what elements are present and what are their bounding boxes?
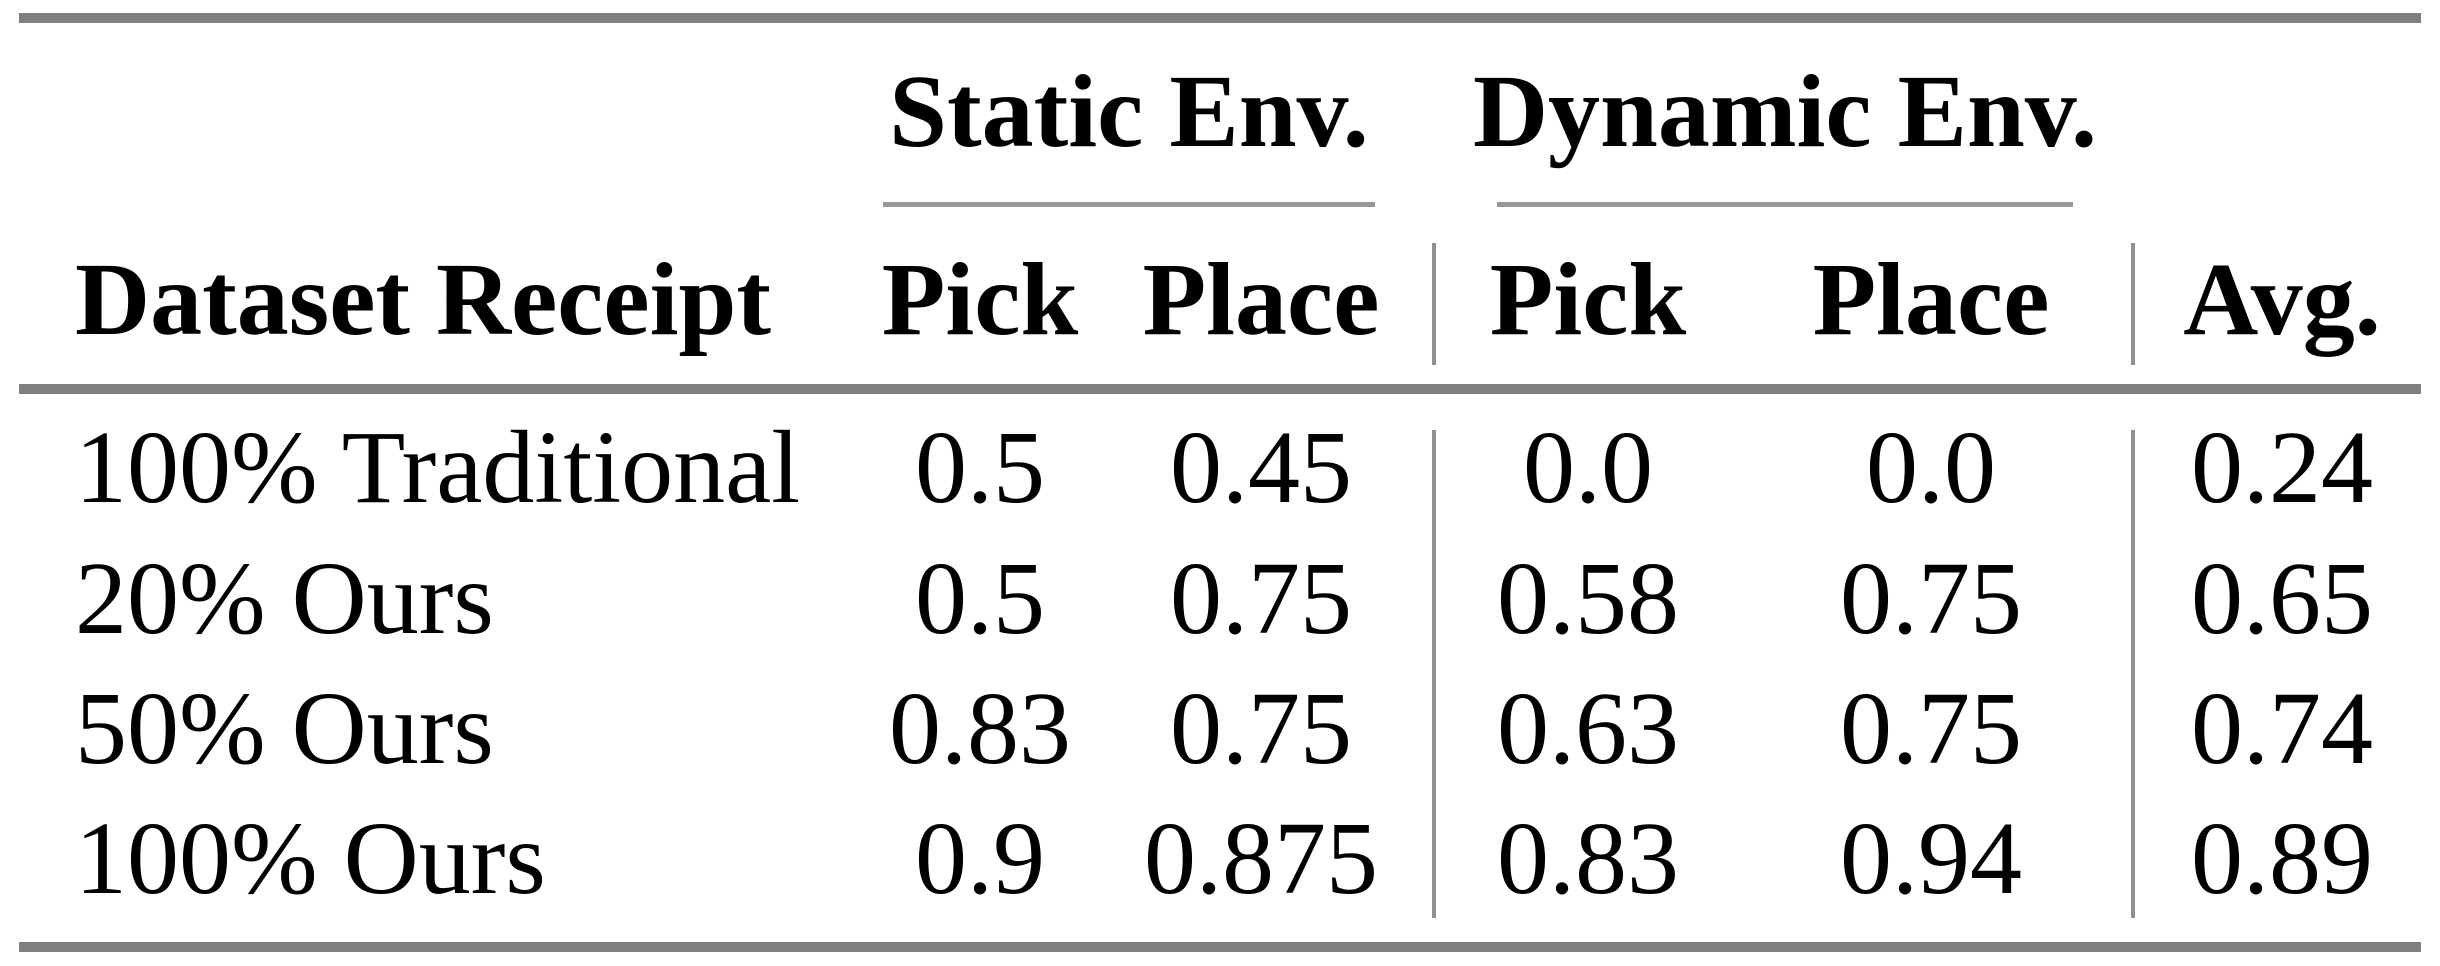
cell-value: 0.0 xyxy=(1523,410,1653,525)
cell-value: 0.0 xyxy=(1866,410,1996,525)
column-header-dynamic-place: Place xyxy=(1812,242,2050,357)
cell-value: 0.75 xyxy=(1170,671,1352,786)
column-header-dataset-receipt: Dataset Receipt xyxy=(75,242,771,357)
row-label: 100% Traditional xyxy=(75,410,801,525)
vertical-rule-avg-body xyxy=(2131,430,2135,918)
cell-value: 0.65 xyxy=(2191,541,2373,656)
cell-value: 0.75 xyxy=(1170,541,1352,656)
table-bottom-rule xyxy=(19,942,2421,952)
cell-value: 0.94 xyxy=(1840,801,2022,916)
cell-value: 0.89 xyxy=(2191,801,2373,916)
cell-value: 0.5 xyxy=(915,541,1045,656)
cell-value: 0.75 xyxy=(1840,541,2022,656)
group-header-dynamic-env: Dynamic Env. xyxy=(1472,54,2098,169)
column-header-static-place: Place xyxy=(1142,242,1380,357)
cell-value: 0.74 xyxy=(2191,671,2373,786)
cell-value: 0.24 xyxy=(2191,410,2373,525)
column-header-avg: Avg. xyxy=(2183,242,2381,357)
cell-value: 0.83 xyxy=(889,671,1071,786)
column-header-dynamic-pick: Pick xyxy=(1489,242,1687,357)
cell-value: 0.83 xyxy=(1497,801,1679,916)
table-top-rule xyxy=(19,13,2421,23)
cell-value: 0.75 xyxy=(1840,671,2022,786)
cell-value: 0.45 xyxy=(1170,410,1352,525)
cell-value: 0.875 xyxy=(1144,801,1378,916)
row-label: 100% Ours xyxy=(75,801,546,916)
vertical-rule-static-dynamic-header xyxy=(1432,243,1436,365)
row-label: 20% Ours xyxy=(75,541,494,656)
vertical-rule-avg-header xyxy=(2131,243,2135,365)
cell-value: 0.5 xyxy=(915,410,1045,525)
row-label: 50% Ours xyxy=(75,671,494,786)
cell-value: 0.58 xyxy=(1497,541,1679,656)
cell-value: 0.63 xyxy=(1497,671,1679,786)
cell-value: 0.9 xyxy=(915,801,1045,916)
cmidrule-static-env xyxy=(883,202,1375,207)
vertical-rule-static-dynamic-body xyxy=(1432,430,1436,918)
table-header-rule xyxy=(19,384,2421,394)
column-header-static-pick: Pick xyxy=(881,242,1079,357)
group-header-static-env: Static Env. xyxy=(889,54,1369,169)
cmidrule-dynamic-env xyxy=(1497,202,2073,207)
